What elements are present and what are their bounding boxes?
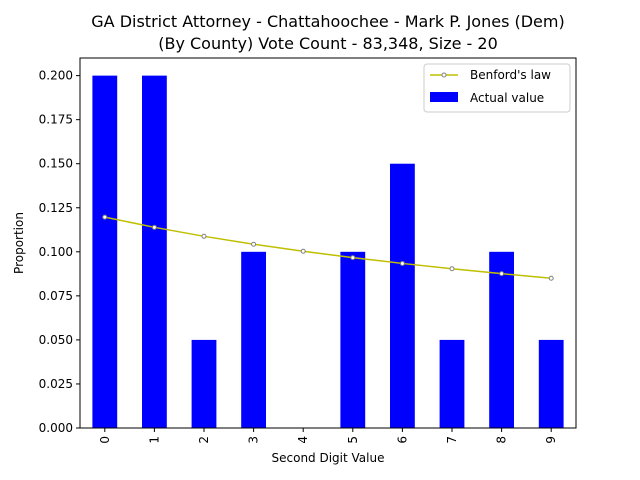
x-tick-label: 6: [395, 436, 409, 444]
bar-digit-2: [191, 339, 217, 428]
bar-digit-6: [390, 163, 415, 428]
bar-digit-5: [340, 251, 366, 428]
bar-digit-3: [241, 251, 266, 428]
y-tick-label: 0.025: [39, 377, 73, 391]
x-axis: 0 1 2 3 4 5 6 7 8 9: [98, 428, 558, 444]
x-axis-label: Second Digit Value: [272, 451, 385, 465]
y-tick-label: 0.000: [39, 421, 73, 435]
benford-point-2: [201, 233, 207, 239]
bar-series: [92, 75, 564, 428]
y-tick-label: 0.175: [39, 113, 73, 127]
benford-point-7: [449, 266, 455, 272]
legend-label-actual: Actual value: [470, 91, 544, 105]
x-tick-label: 0: [98, 436, 112, 444]
benford-point-5: [350, 255, 356, 261]
bar-digit-7: [439, 339, 465, 428]
x-tick-label: 5: [346, 436, 360, 444]
y-tick-label: 0.075: [39, 289, 73, 303]
x-tick-label: 3: [247, 436, 261, 444]
legend: Benford's law Actual value: [423, 63, 571, 113]
y-tick-label: 0.150: [39, 157, 73, 171]
legend-box: [423, 63, 571, 113]
bar-digit-0: [92, 75, 118, 428]
x-tick-label: 1: [147, 436, 161, 444]
benford-point-8: [499, 271, 505, 277]
benford-point-0: [102, 214, 108, 220]
x-tick-label: 2: [197, 436, 211, 444]
bar-digit-8: [489, 251, 514, 428]
chart-title-line-2: (By County) Vote Count - 83,348, Size - …: [158, 34, 498, 53]
y-axis: 0.000 0.025 0.050 0.075 0.100 0.125 0.150 0.175…: [39, 69, 80, 435]
bar-digit-9: [538, 339, 564, 428]
y-tick-label: 0.100: [39, 245, 73, 259]
y-axis-label: Proportion: [12, 212, 26, 274]
x-tick-label: 4: [296, 436, 310, 444]
x-tick-label: 9: [544, 436, 558, 444]
chart-title-line-1: GA District Attorney - Chattahoochee - M…: [91, 12, 564, 31]
y-tick-label: 0.125: [39, 201, 73, 215]
legend-bar-swatch: [430, 92, 458, 102]
benford-point-6: [399, 260, 405, 266]
benford-point-9: [548, 275, 554, 281]
benford-line: [104, 216, 552, 279]
plot-frame: [79, 57, 577, 429]
benford-point-3: [251, 241, 257, 247]
legend-marker-swatch: [441, 72, 447, 78]
benford-line-series: [102, 214, 554, 281]
legend-label-benford: Benford's law: [470, 68, 551, 82]
benford-point-1: [151, 224, 157, 230]
benford-point-4: [300, 248, 306, 254]
bar-digit-1: [142, 75, 167, 428]
y-tick-label: 0.200: [39, 69, 73, 83]
x-tick-label: 8: [495, 436, 509, 444]
x-tick-label: 7: [445, 436, 459, 444]
y-tick-label: 0.050: [39, 333, 73, 347]
